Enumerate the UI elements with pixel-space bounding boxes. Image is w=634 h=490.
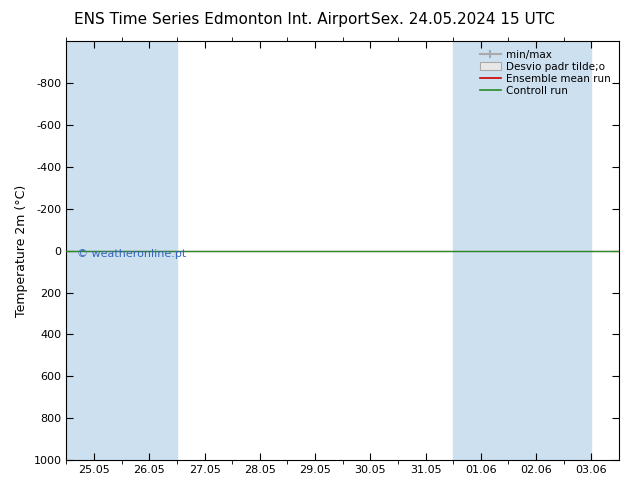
Text: ENS Time Series Edmonton Int. Airport: ENS Time Series Edmonton Int. Airport xyxy=(74,12,370,27)
Legend: min/max, Desvio padr tilde;o, Ensemble mean run, Controll run: min/max, Desvio padr tilde;o, Ensemble m… xyxy=(477,47,614,99)
Text: Sex. 24.05.2024 15 UTC: Sex. 24.05.2024 15 UTC xyxy=(371,12,555,27)
Y-axis label: Temperature 2m (°C): Temperature 2m (°C) xyxy=(15,185,28,317)
Bar xyxy=(453,41,508,460)
Text: © weatheronline.pt: © weatheronline.pt xyxy=(77,248,187,259)
Bar xyxy=(564,41,592,460)
Bar xyxy=(122,41,177,460)
Bar xyxy=(508,41,564,460)
Bar xyxy=(67,41,122,460)
